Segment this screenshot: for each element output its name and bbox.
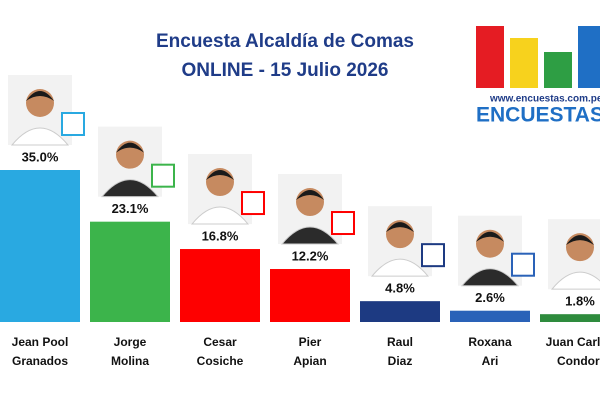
candidate-photo	[278, 174, 355, 245]
photo-hair	[566, 235, 594, 246]
candidate-photo	[368, 206, 445, 277]
value-label: 2.6%	[475, 290, 505, 305]
candidate-photo	[98, 126, 175, 198]
logo	[476, 26, 600, 88]
x-tick-label: Roxana Ari	[468, 335, 512, 368]
x-tick-line: Pier	[299, 335, 322, 349]
party-logo	[151, 163, 175, 188]
x-tick-label: Raul Diaz	[387, 335, 413, 368]
x-tick-label: Pier Apian	[293, 335, 326, 368]
photo-suit	[370, 258, 430, 277]
candidate-photo	[188, 154, 265, 225]
party-logo	[421, 243, 445, 268]
photo-suit	[190, 206, 250, 225]
photo-hair	[386, 222, 414, 233]
x-tick-label: Jean Pool Granados	[12, 335, 69, 368]
x-tick-line: Cosiche	[197, 354, 244, 368]
x-tick-line: Condori	[557, 354, 600, 368]
x-tick-line: Jean Pool	[12, 335, 69, 349]
bar	[360, 301, 440, 322]
x-tick-line: Apian	[293, 354, 326, 368]
photo-suit	[100, 179, 160, 198]
photo-hair	[296, 190, 324, 201]
party-logo	[61, 112, 85, 136]
photo-suit	[10, 127, 70, 146]
x-tick-line: Ari	[482, 354, 499, 368]
candidate-photo	[548, 219, 600, 290]
x-tick-line: Diaz	[388, 354, 413, 368]
x-tick-label: Juan Carlos Condori	[546, 335, 600, 368]
x-tick-line: Molina	[111, 354, 149, 368]
value-label: 1.8%	[565, 294, 595, 309]
photo-hair	[26, 91, 54, 101]
x-tick-label: Jorge Molina	[111, 335, 149, 368]
chart-title: Encuesta Alcaldía de Comas	[156, 31, 414, 52]
x-tick-line: Granados	[12, 354, 68, 368]
x-tick-line: Roxana	[468, 335, 512, 349]
value-label: 4.8%	[385, 281, 415, 296]
x-tick-line: Cesar	[203, 335, 237, 349]
bar	[180, 249, 260, 322]
bar	[540, 314, 600, 322]
x-tick-line: Jorge	[114, 335, 147, 349]
candidate-photo	[8, 75, 85, 146]
bar	[90, 221, 170, 322]
value-label: 23.1%	[112, 201, 149, 216]
chart-subtitle: ONLINE - 15 Julio 2026	[182, 60, 389, 81]
x-tick-line: Raul	[387, 335, 413, 349]
party-logo	[241, 191, 265, 216]
candidate-photo	[458, 215, 535, 287]
photo-hair	[116, 142, 144, 153]
party-logo	[331, 211, 355, 236]
photo-hair	[206, 170, 234, 181]
value-label: 35.0%	[22, 149, 59, 164]
logo-url: www.encuestas.com.pe	[489, 94, 600, 105]
x-tick-label: Cesar Cosiche	[197, 335, 244, 368]
value-label: 12.2%	[292, 248, 329, 263]
photo-suit	[460, 268, 520, 287]
photo-suit	[280, 226, 340, 245]
bar	[450, 310, 530, 322]
bar	[270, 269, 350, 322]
photo-hair	[476, 231, 504, 242]
photo-suit	[550, 271, 600, 290]
party-logo	[511, 252, 535, 277]
x-tick-line: Juan Carlos	[546, 335, 600, 349]
logo-name: ENCUESTAS	[476, 104, 600, 127]
value-label: 16.8%	[202, 228, 239, 243]
bar	[0, 170, 80, 322]
